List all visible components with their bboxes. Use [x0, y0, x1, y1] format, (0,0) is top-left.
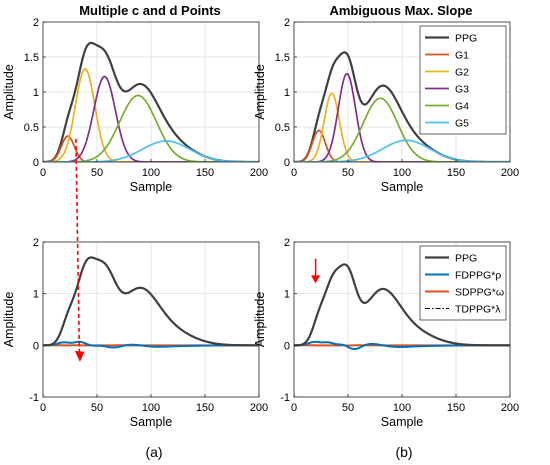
y-tick-label: 1 [284, 289, 290, 301]
x-tick-label: 150 [447, 402, 465, 414]
annotation-arrowhead [311, 275, 321, 284]
y-tick-label: 0 [284, 340, 290, 352]
panel-top-right: Ambiguous Max. Slope 0 50 100 150 200 0 0.5 1 1.… [253, 3, 519, 194]
y-tick-label: -1 [280, 392, 290, 404]
x-tick-label: 100 [393, 402, 411, 414]
x-tick-label: 50 [342, 167, 354, 179]
chart-title: Ambiguous Max. Slope [329, 3, 472, 18]
x-tick-label: 200 [501, 402, 519, 414]
x-axis-label: Sample [130, 180, 172, 194]
series-line-g1 [294, 129, 510, 162]
y-axis-label: Amplitude [253, 64, 267, 120]
x-tick-label: 100 [142, 167, 160, 179]
y-tick-label: 0 [33, 340, 39, 352]
series-line-g2 [294, 92, 510, 162]
legend-entry: G4 [455, 101, 469, 113]
legend-entry: G5 [455, 118, 469, 130]
x-tick-label: 0 [291, 167, 297, 179]
y-axis-label: Amplitude [2, 64, 16, 120]
y-tick-label: 2 [284, 17, 290, 29]
x-tick-label: 100 [142, 402, 160, 414]
y-tick-label: 1 [33, 289, 39, 301]
x-axis-label: Sample [381, 415, 423, 429]
x-axis-label: Sample [381, 180, 423, 194]
legend-entry: PPG [455, 253, 477, 265]
x-tick-label: 200 [250, 402, 268, 414]
y-tick-label: 2 [33, 237, 39, 249]
x-tick-label: 50 [91, 402, 103, 414]
series-line-g2 [43, 68, 259, 162]
x-tick-label: 150 [196, 402, 214, 414]
x-tick-label: 150 [196, 167, 214, 179]
y-tick-label: 2 [33, 17, 39, 29]
x-tick-label: 50 [91, 167, 103, 179]
y-axis-label: Amplitude [2, 292, 16, 348]
legend-entry: G3 [455, 84, 469, 96]
x-tick-label: 0 [291, 402, 297, 414]
y-tick-label: -1 [29, 392, 39, 404]
legend-box [419, 25, 507, 135]
x-tick-label: 200 [501, 167, 519, 179]
legend-entry: G2 [455, 67, 469, 79]
panel-bottom-right: 0 50 100 150 200-1012SampleAmplitudePPGFDPPG… [253, 237, 519, 429]
chart-title: Multiple c and d Points [79, 3, 221, 18]
y-tick-label: 0 [284, 157, 290, 169]
x-axis-label: Sample [130, 415, 172, 429]
y-tick-label: 2 [284, 237, 290, 249]
y-tick-label: 1.5 [24, 52, 39, 64]
y-tick-label: 0.5 [24, 122, 39, 134]
legend-entry: SDPPG*ω [455, 287, 504, 299]
y-tick-label: 0 [33, 157, 39, 169]
caption-a: (a) [145, 444, 162, 460]
y-tick-label: 0.5 [275, 122, 290, 134]
x-tick-label: 0 [40, 167, 46, 179]
y-tick-label: 1 [284, 87, 290, 99]
y-axis-label: Amplitude [253, 292, 267, 348]
x-tick-label: 0 [40, 402, 46, 414]
y-tick-label: 1 [33, 87, 39, 99]
x-tick-label: 100 [393, 167, 411, 179]
legend-entry: G1 [455, 50, 469, 62]
y-tick-label: 1.5 [275, 52, 290, 64]
annotations [74, 138, 321, 362]
series-line-g3 [294, 72, 510, 162]
annotation-arrowhead [74, 350, 85, 362]
legend-entry: PPG [455, 33, 477, 45]
x-tick-label: 150 [447, 167, 465, 179]
series-line-ppg [294, 263, 510, 347]
legend-entry: FDPPG*ρ [455, 270, 501, 282]
x-tick-label: 50 [342, 402, 354, 414]
caption-b: (b) [395, 444, 412, 460]
panel-top-left: Multiple c and d Points 0 50 100 150 200 0 0.5… [2, 3, 268, 194]
annotation-dashed-line [75, 138, 81, 353]
x-tick-label: 200 [250, 167, 268, 179]
legend-entry: TDPPG*λ [455, 304, 501, 316]
